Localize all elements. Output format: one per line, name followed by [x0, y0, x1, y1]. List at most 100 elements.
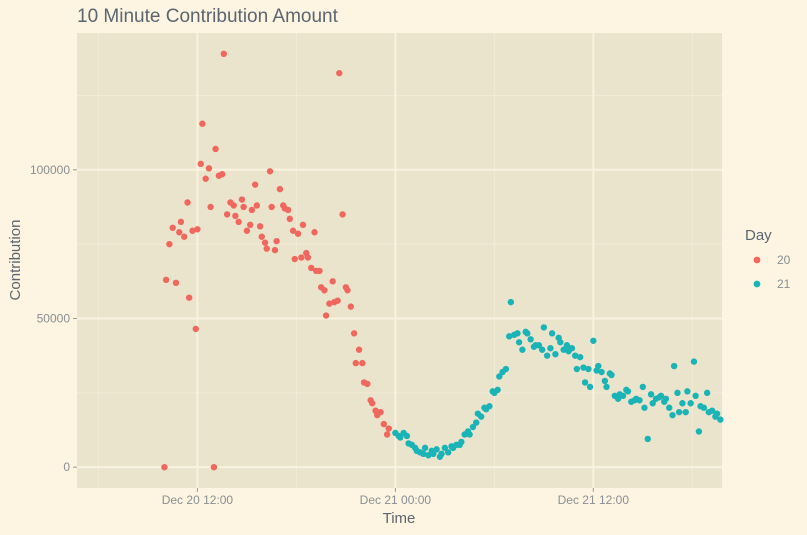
data-point-day-21: [641, 404, 648, 411]
data-point-day-21: [603, 383, 610, 391]
data-point-day-20: [383, 431, 391, 438]
data-point-day-21: [433, 446, 440, 453]
data-point-day-20: [185, 294, 193, 301]
data-point-day-21: [598, 368, 605, 376]
data-point-day-21: [524, 330, 531, 337]
data-point-day-21: [571, 352, 579, 359]
data-point-day-21: [507, 298, 515, 306]
data-point-day-21: [619, 392, 627, 400]
data-point-day-20: [189, 227, 196, 234]
data-point-day-21: [585, 365, 592, 373]
data-point-day-21: [557, 339, 564, 346]
data-point-day-20: [268, 203, 275, 211]
data-point-day-21: [515, 339, 523, 346]
data-point-day-21: [496, 373, 503, 380]
data-point-day-20: [321, 287, 328, 294]
data-point-day-21: [535, 342, 543, 349]
data-point-day-20: [240, 203, 247, 211]
y-tick-label: 100000: [30, 163, 70, 177]
y-tick-label: 0: [63, 460, 70, 474]
data-point-day-21: [601, 377, 609, 385]
data-point-day-21: [624, 388, 632, 395]
data-point-day-21: [397, 434, 404, 441]
data-point-day-20: [232, 212, 239, 220]
data-point-day-21: [687, 400, 694, 407]
data-point-day-20: [276, 185, 284, 193]
data-point-day-20: [192, 325, 199, 333]
data-point-day-21: [540, 324, 548, 331]
data-point-day-21: [560, 346, 567, 353]
data-point-day-20: [177, 218, 185, 226]
data-point-day-21: [684, 388, 691, 395]
data-point-day-21: [543, 352, 551, 359]
x-tick-label: Dec 21 12:00: [558, 493, 630, 507]
data-point-day-20: [162, 276, 170, 284]
x-tick-label: Dec 20 12:00: [162, 493, 234, 507]
data-point-day-21: [505, 333, 513, 340]
data-point-day-21: [586, 383, 594, 391]
data-point-day-21: [695, 428, 703, 435]
plot-panel: [77, 33, 722, 488]
data-point-day-21: [692, 392, 699, 400]
data-point-day-20: [326, 300, 333, 307]
data-point-day-20: [299, 221, 307, 229]
data-point-day-21: [519, 346, 526, 353]
y-tick-label: 50000: [37, 311, 71, 325]
data-point-day-21: [527, 336, 534, 343]
legend-key-21: [753, 280, 761, 288]
legend-key-20: [753, 256, 761, 264]
data-point-day-21: [595, 362, 602, 370]
data-point-day-20: [172, 279, 180, 287]
data-point-day-20: [169, 224, 176, 231]
axis-ticks: Dec 20 12:00 Dec 21 00:00 Dec 21 12:00 0 500…: [30, 163, 629, 507]
data-point-day-20: [253, 202, 261, 209]
data-point-day-20: [218, 171, 226, 178]
data-point-day-20: [166, 240, 173, 248]
x-tick-label: Dec 21 00:00: [360, 493, 432, 507]
data-point-day-21: [608, 371, 615, 379]
data-point-day-20: [336, 69, 343, 77]
data-point-day-21: [466, 431, 473, 438]
data-point-day-21: [552, 350, 559, 358]
data-point-day-20: [220, 50, 228, 58]
data-point-day-21: [639, 383, 647, 391]
data-point-day-20: [380, 420, 388, 428]
y-axis-title: Contribution: [7, 220, 24, 301]
data-point-day-21: [547, 345, 554, 352]
data-point-day-20: [271, 246, 279, 254]
data-point-day-20: [194, 226, 201, 233]
data-point-day-21: [514, 330, 521, 337]
data-point-day-20: [181, 233, 188, 240]
data-point-day-20: [238, 196, 246, 203]
data-point-day-20: [344, 287, 351, 294]
data-point-day-21: [669, 411, 676, 419]
data-point-day-20: [355, 346, 363, 353]
data-point-day-21: [444, 449, 452, 456]
data-point-day-20: [184, 199, 191, 206]
data-point-day-20: [205, 165, 213, 172]
data-point-day-21: [576, 353, 584, 361]
data-point-day-20: [202, 175, 209, 182]
data-point-day-21: [458, 438, 465, 446]
data-point-day-20: [369, 400, 376, 407]
data-point-day-21: [636, 397, 643, 404]
data-point-day-20: [243, 227, 251, 234]
data-point-day-21: [703, 389, 711, 397]
data-point-day-20: [284, 206, 292, 214]
data-point-day-21: [674, 389, 681, 397]
data-point-day-20: [286, 215, 294, 223]
data-point-day-20: [247, 221, 254, 229]
data-point-day-21: [563, 342, 571, 349]
data-point-day-20: [377, 408, 384, 416]
data-point-day-21: [657, 392, 665, 400]
data-point-day-20: [334, 297, 341, 304]
data-point-day-20: [273, 237, 280, 245]
data-point-day-21: [477, 413, 485, 420]
data-point-day-20: [266, 168, 274, 175]
data-point-day-20: [207, 203, 214, 211]
data-point-day-20: [258, 233, 265, 240]
data-point-day-21: [580, 364, 587, 371]
data-point-day-20: [350, 330, 358, 337]
data-point-day-21: [548, 330, 556, 337]
data-point-day-21: [666, 404, 673, 411]
